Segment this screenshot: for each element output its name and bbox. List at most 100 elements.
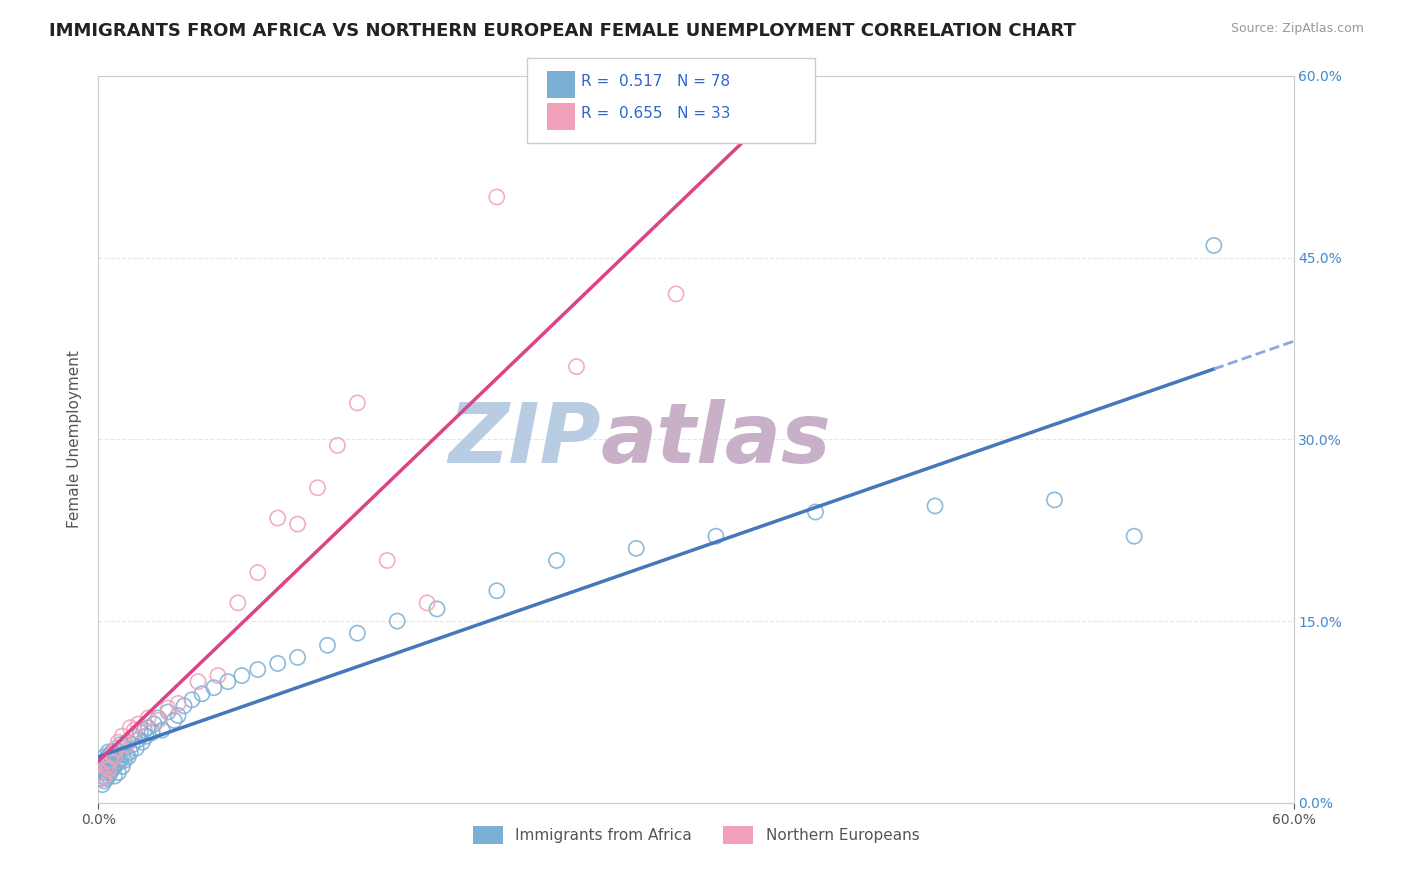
Point <box>96 762 118 776</box>
Point <box>91 759 114 773</box>
Point <box>111 747 134 762</box>
Point <box>105 757 128 772</box>
Point <box>117 735 139 749</box>
Point <box>96 753 118 767</box>
Point <box>103 749 125 764</box>
Point <box>98 765 122 780</box>
Point <box>163 714 186 728</box>
Point <box>93 757 115 772</box>
Point <box>107 765 129 780</box>
Point <box>150 723 173 737</box>
Legend: Immigrants from Africa, Northern Europeans: Immigrants from Africa, Northern Europea… <box>467 820 925 850</box>
Point <box>267 511 290 525</box>
Point <box>117 749 139 764</box>
Point <box>98 757 122 772</box>
Point <box>115 747 138 762</box>
Point <box>346 626 368 640</box>
Point <box>181 693 204 707</box>
Point <box>131 735 153 749</box>
Point <box>124 729 146 743</box>
Point <box>287 650 309 665</box>
Point <box>346 396 368 410</box>
Point <box>127 717 149 731</box>
Point <box>1202 238 1225 252</box>
Point <box>105 741 128 756</box>
Point <box>121 738 143 752</box>
Point <box>97 745 120 759</box>
Point <box>115 738 138 752</box>
Point <box>101 762 124 776</box>
Point <box>105 747 128 762</box>
Point <box>97 762 120 776</box>
Point <box>173 698 195 713</box>
Point <box>91 769 114 783</box>
Point <box>167 708 190 723</box>
Text: atlas: atlas <box>600 399 831 480</box>
Point <box>246 663 269 677</box>
Point <box>93 765 115 780</box>
Point <box>287 517 309 532</box>
Point <box>167 697 190 711</box>
Point <box>316 638 339 652</box>
Point <box>98 753 122 767</box>
Point <box>426 602 449 616</box>
Point <box>97 749 120 764</box>
Point <box>485 190 508 204</box>
Point <box>217 674 239 689</box>
Point <box>134 723 156 737</box>
Point <box>231 668 253 682</box>
Point <box>112 741 135 756</box>
Point <box>127 732 149 747</box>
Point <box>135 729 157 743</box>
Point <box>1043 492 1066 507</box>
Point <box>96 772 118 786</box>
Point <box>1123 529 1146 543</box>
Point <box>91 778 114 792</box>
Point <box>101 753 124 767</box>
Point <box>665 286 688 301</box>
Point <box>125 741 148 756</box>
Text: Source: ZipAtlas.com: Source: ZipAtlas.com <box>1230 22 1364 36</box>
Point <box>157 705 180 719</box>
Point <box>246 566 269 580</box>
Point <box>148 714 170 728</box>
Point <box>93 774 115 789</box>
Point <box>120 721 142 735</box>
Point <box>626 541 648 556</box>
Point <box>111 759 134 773</box>
Point <box>111 729 134 743</box>
Point <box>141 725 163 739</box>
Point <box>307 481 329 495</box>
Point <box>101 747 124 762</box>
Point <box>546 553 568 567</box>
Point <box>96 759 118 773</box>
Point <box>704 529 727 543</box>
Point <box>103 749 125 764</box>
Point <box>110 753 132 767</box>
Y-axis label: Female Unemployment: Female Unemployment <box>67 351 83 528</box>
Point <box>565 359 588 374</box>
Point <box>375 553 398 567</box>
Point <box>97 769 120 783</box>
Point <box>107 756 129 770</box>
Point <box>143 717 166 731</box>
Point <box>101 745 124 759</box>
Point <box>89 765 111 780</box>
Point <box>91 772 114 786</box>
Point <box>136 711 159 725</box>
Point <box>157 701 180 715</box>
Point <box>93 749 115 764</box>
Text: R =  0.655   N = 33: R = 0.655 N = 33 <box>581 106 730 121</box>
Point <box>385 614 409 628</box>
Point <box>485 583 508 598</box>
Point <box>103 769 125 783</box>
Point <box>120 745 142 759</box>
Text: ZIP: ZIP <box>447 399 600 480</box>
Point <box>103 759 125 773</box>
Point <box>924 499 946 513</box>
Point <box>98 747 122 762</box>
Point <box>136 721 159 735</box>
Point <box>226 596 249 610</box>
Point <box>326 438 349 452</box>
Point <box>202 681 225 695</box>
